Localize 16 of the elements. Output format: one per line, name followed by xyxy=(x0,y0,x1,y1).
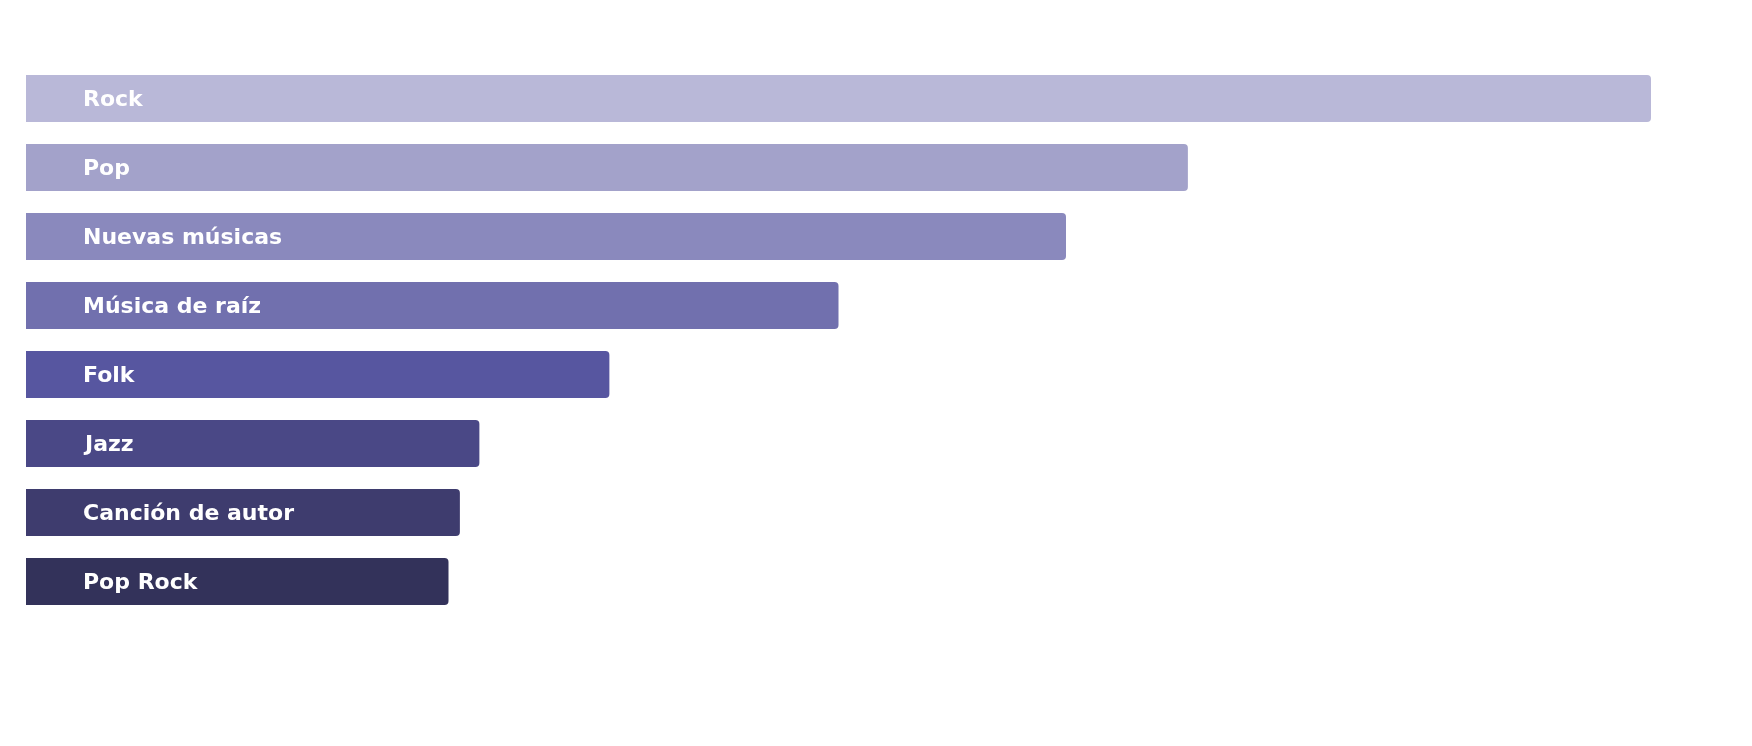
bar xyxy=(26,351,610,398)
y-tick-label: Nuevas músicas xyxy=(83,224,283,249)
y-tick-label: Pop xyxy=(83,155,130,180)
y-tick-label: Rock xyxy=(83,86,145,111)
y-tick-label: Música de raíz xyxy=(83,293,262,318)
bar xyxy=(26,558,449,605)
bar xyxy=(26,282,839,329)
y-tick-label: Canción de autor xyxy=(83,500,295,525)
bar xyxy=(26,75,1651,122)
bar xyxy=(26,144,1188,191)
bar xyxy=(26,420,480,467)
y-tick-label: Folk xyxy=(83,362,136,387)
bar xyxy=(26,489,460,536)
y-tick-label: Pop Rock xyxy=(83,569,199,594)
bar xyxy=(26,213,1066,260)
y-tick-label: Jazz xyxy=(83,431,134,456)
